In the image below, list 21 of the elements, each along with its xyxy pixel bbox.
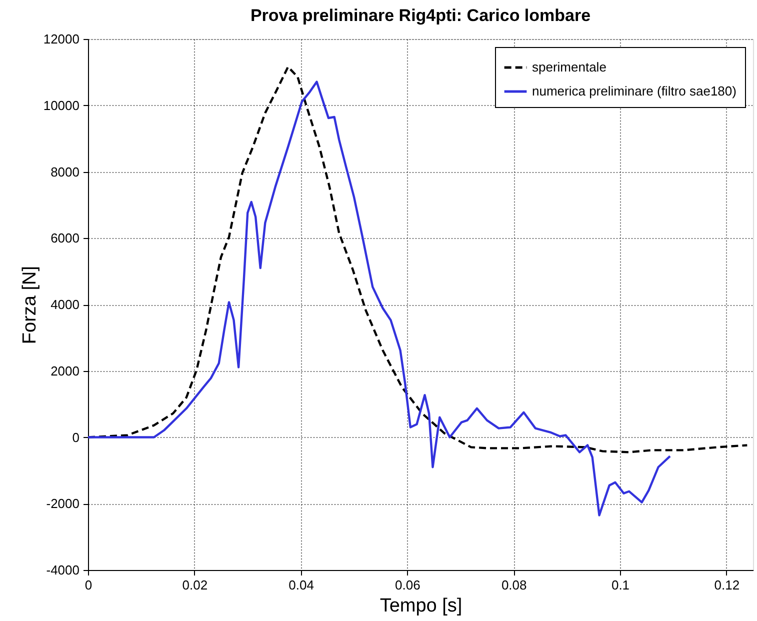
y-tick-label: 6000 <box>50 230 80 246</box>
x-axis-title: Tempo [s] <box>380 596 462 616</box>
x-tick-label: 0.08 <box>501 578 527 592</box>
chart-title: Prova preliminare Rig4pti: Carico lombare <box>250 6 591 25</box>
y-tick-label: 12000 <box>43 32 80 46</box>
y-tick-label: 10000 <box>43 98 80 113</box>
y-tick-label: 8000 <box>50 164 80 180</box>
y-tick-label: -4000 <box>46 562 80 578</box>
legend-label: numerica preliminare (filtro sae180) <box>532 84 736 98</box>
y-tick-label: -2000 <box>46 496 80 512</box>
x-tick-label: 0.1 <box>611 578 630 592</box>
y-tick-label: 2000 <box>50 363 80 378</box>
legend-label: sperimentale <box>532 60 606 74</box>
x-tick-label: 0.12 <box>714 578 740 592</box>
x-tick-label: 0.04 <box>288 578 314 592</box>
y-axis-title: Forza [N] <box>19 266 40 344</box>
x-tick-label: 0.02 <box>182 578 208 592</box>
x-tick-label: 0.06 <box>395 578 420 592</box>
y-tick-label: 4000 <box>50 297 80 312</box>
x-tick-label: 0 <box>84 578 92 592</box>
y-tick-label: 0 <box>72 430 80 445</box>
